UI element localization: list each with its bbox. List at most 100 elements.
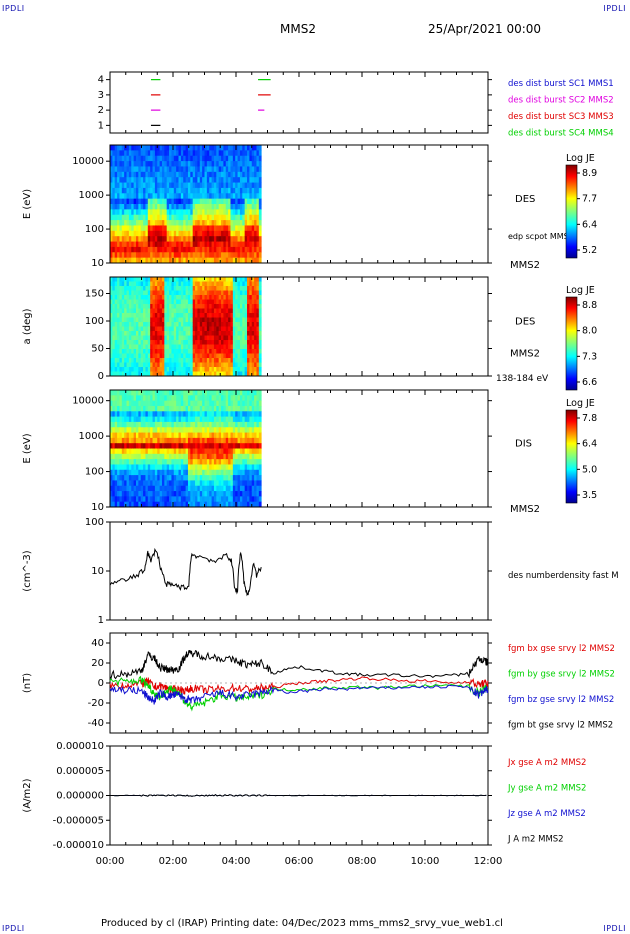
spectrogram-cell — [143, 421, 146, 428]
spectrogram-cell — [230, 220, 234, 226]
spectrogram-cell — [211, 400, 215, 407]
spectrogram-cell — [237, 464, 241, 471]
spectrogram-cell — [232, 150, 236, 157]
spectrogram-cell — [140, 155, 144, 162]
spectrogram-cell — [258, 421, 262, 428]
spectrogram-cell — [166, 491, 170, 497]
spectrogram-cell — [192, 313, 196, 318]
spectrogram-cell — [216, 281, 220, 287]
spectrogram-cell — [228, 344, 231, 350]
spectrogram-cell — [157, 331, 161, 336]
spectrogram-cell — [256, 496, 260, 503]
spectrogram-cell — [145, 437, 149, 444]
spectrogram-cell — [183, 344, 186, 350]
spectrogram-cell — [154, 290, 158, 296]
spectrogram-cell — [112, 358, 116, 363]
spectrogram-cell — [119, 344, 123, 350]
spectrogram-cell — [152, 416, 156, 423]
spectrogram-cell — [157, 437, 161, 444]
spectrogram-cell — [140, 209, 144, 216]
spectrogram-cell — [131, 475, 135, 481]
spectrogram-cell — [204, 182, 208, 189]
spectrogram-cell — [221, 193, 224, 200]
spectrogram-cell — [176, 230, 179, 237]
spectrogram-cell — [199, 230, 203, 237]
spectrogram-cell — [133, 241, 137, 248]
spectrogram-cell — [216, 353, 220, 359]
spectrogram-cell — [138, 358, 142, 363]
spectrogram-cell — [178, 475, 182, 481]
spectrogram-cell — [183, 286, 186, 291]
spectrogram-cell — [247, 416, 250, 423]
spectrogram-cell — [192, 308, 196, 314]
legend-entry: fgm bt gse srvy l2 MMS2 — [508, 721, 613, 731]
spectrogram-cell — [169, 421, 172, 428]
spectrogram-cell — [197, 416, 201, 423]
spectrogram-cell — [159, 349, 163, 354]
spectrogram-cell — [218, 225, 222, 232]
legend-entry: des numberdensity fast M — [508, 571, 619, 581]
spectrogram-cell — [235, 252, 238, 259]
spectrogram-cell — [169, 340, 172, 345]
spectrogram-cell — [258, 437, 262, 444]
spectrogram-cell — [147, 459, 151, 465]
spectrogram-cell — [176, 427, 179, 433]
spectrogram-cell — [154, 475, 158, 481]
spectrogram-cell — [117, 443, 120, 449]
spectrogram-cell — [190, 241, 194, 248]
spectrogram-cell — [164, 340, 168, 345]
spectrogram-cell — [112, 326, 116, 332]
spectrogram-cell — [235, 344, 238, 350]
spectrogram-cell — [180, 281, 184, 287]
spectrogram-cell — [230, 491, 234, 497]
spectrogram-cell — [154, 400, 158, 407]
spectrogram-cell — [228, 453, 231, 460]
spectrogram-cell — [169, 437, 172, 444]
spectrogram-cell — [140, 214, 144, 221]
spectrogram-cell — [176, 198, 179, 205]
spectrogram-cell — [209, 469, 212, 476]
spectrogram-cell — [150, 241, 153, 248]
spectrogram-cell — [161, 177, 165, 183]
spectrogram-cell — [166, 358, 170, 363]
spectrogram-cell — [157, 290, 161, 296]
spectrogram-cell — [197, 443, 201, 449]
spectrogram-cell — [114, 304, 118, 309]
spectrogram-cell — [195, 496, 198, 503]
spectrogram-cell — [176, 464, 179, 471]
spectrogram-cell — [221, 214, 224, 221]
spectrogram-cell — [161, 295, 165, 300]
spectrogram-cell — [218, 405, 222, 412]
spectrogram-cell — [121, 177, 125, 183]
spectrogram-cell — [135, 182, 139, 189]
spectrogram-cell — [197, 362, 201, 368]
spectrogram-cell — [249, 491, 253, 497]
spectrogram-cell — [221, 209, 224, 216]
spectrogram-cell — [159, 358, 163, 363]
spectrogram-cell — [249, 209, 253, 216]
spectrogram-cell — [209, 182, 212, 189]
spectrogram-cell — [192, 331, 196, 336]
y-tick-label: 10 — [91, 566, 104, 577]
spectrogram-cell — [119, 257, 123, 264]
spectrogram-cell — [199, 335, 203, 341]
spectrogram-cell — [157, 501, 161, 508]
spectrogram-cell — [166, 331, 170, 336]
spectrogram-cell — [152, 304, 156, 309]
colorbar-tick-label: 3.5 — [582, 490, 597, 501]
spectrogram-cell — [119, 405, 123, 412]
spectrogram-cell — [197, 257, 201, 264]
spectrogram-cell — [171, 150, 175, 157]
spectrogram-cell — [157, 313, 161, 318]
spectrogram-cell — [211, 496, 215, 503]
spectrogram-cell — [128, 166, 132, 173]
spectrogram-cell — [228, 358, 231, 363]
spectrogram-cell — [138, 257, 142, 264]
spectrogram-cell — [173, 358, 177, 363]
spectrogram-cell — [124, 295, 127, 300]
spectrogram-cell — [237, 448, 241, 455]
spectrogram-cell — [258, 395, 262, 402]
spectrogram-cell — [131, 220, 135, 226]
spectrogram-cell — [187, 469, 191, 476]
spectrogram-cell — [232, 214, 236, 221]
